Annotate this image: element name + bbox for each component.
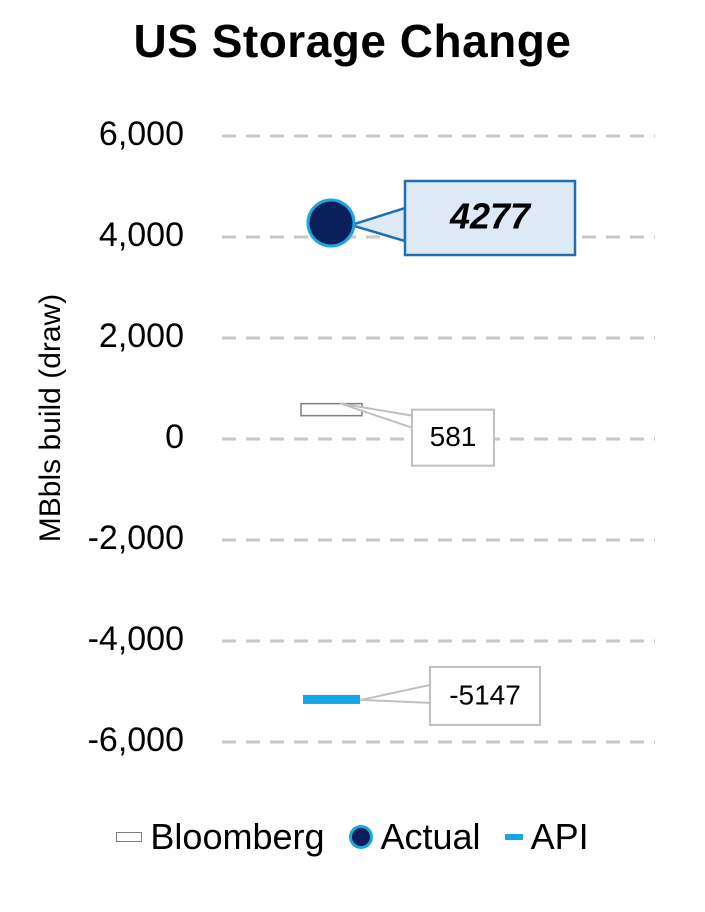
y-axis-label: MBbls build (draw): [34, 294, 67, 542]
api-marker-icon: [504, 834, 523, 840]
actual-marker-icon: [348, 825, 373, 849]
y-tick-label: 6,000: [99, 115, 184, 153]
api-data-label: -5147: [449, 679, 521, 710]
legend-item-actual: Actual: [348, 816, 481, 858]
y-tick-labels: 6,000 4,000 2,000 0 -2,000 -4,000 -6,000: [88, 115, 184, 759]
chart-title: US Storage Change: [133, 15, 572, 67]
bloomberg-data-label: 581: [430, 421, 477, 452]
actual-callout-box: [403, 179, 577, 257]
legend-label-actual: Actual: [380, 816, 481, 857]
actual-data-label: 4277: [449, 196, 532, 237]
legend-item-api: API: [504, 816, 589, 858]
bloomberg-callout-box: [411, 408, 495, 467]
y-tick-label: -6,000: [88, 721, 184, 759]
y-tick-label: 2,000: [99, 317, 184, 355]
actual-point: [306, 198, 356, 248]
y-tick-label: 0: [165, 418, 184, 456]
api-callout-box: [429, 665, 541, 726]
y-tick-label: -4,000: [88, 620, 184, 658]
bloomberg-marker-icon: [116, 832, 143, 842]
legend-label-api: API: [530, 816, 589, 857]
legend-label-bloomberg: Bloomberg: [150, 816, 325, 857]
y-tick-label: 4,000: [99, 216, 184, 254]
y-tick-label: -2,000: [88, 519, 184, 557]
legend-item-bloomberg: Bloomberg: [116, 816, 325, 858]
data-marks: 581 -5147 4277: [300, 179, 577, 726]
api-point: [303, 694, 360, 704]
legend: Bloomberg Actual API: [0, 812, 705, 862]
api-callout-pointer: [360, 683, 431, 704]
